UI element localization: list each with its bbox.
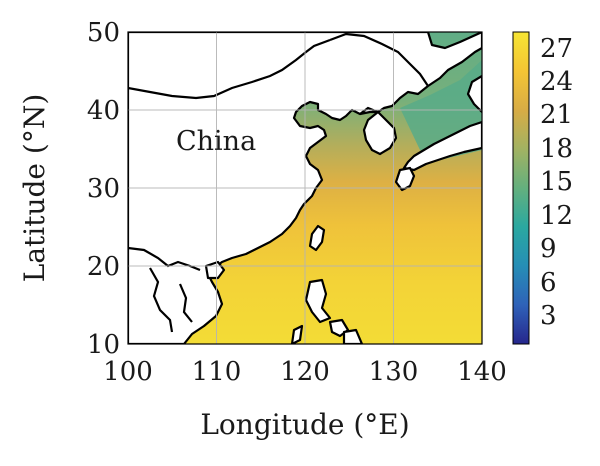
y-tick-20: 20 bbox=[87, 252, 120, 282]
x-tick-130: 130 bbox=[369, 357, 419, 387]
colorbar-tick-21: 21 bbox=[540, 100, 573, 130]
x-tick-110: 110 bbox=[192, 357, 242, 387]
x-axis-ticks: 100 110 120 130 140 bbox=[103, 357, 507, 387]
southeast-asia-border-2 bbox=[149, 267, 174, 333]
luzon-landmass bbox=[304, 278, 332, 324]
y-tick-30: 30 bbox=[87, 174, 120, 204]
colorbar-ticks: 3 6 9 12 15 18 21 24 27 bbox=[540, 34, 573, 331]
x-axis-label: Longitude (°E) bbox=[200, 408, 409, 441]
colorbar-tick-15: 15 bbox=[540, 167, 573, 197]
colorbar bbox=[512, 31, 530, 345]
map-plot-area bbox=[128, 32, 482, 344]
colorbar-tick-12: 12 bbox=[540, 201, 573, 231]
x-tick-120: 120 bbox=[280, 357, 330, 387]
colorbar-tick-24: 24 bbox=[540, 67, 573, 97]
map-frame bbox=[127, 31, 483, 345]
colorbar-tick-18: 18 bbox=[540, 134, 573, 164]
colorbar-tick-3: 3 bbox=[540, 301, 557, 331]
taiwan-landmass bbox=[308, 224, 326, 252]
border-lines bbox=[128, 32, 429, 333]
colorbar-tick-27: 27 bbox=[540, 34, 573, 64]
palawan-landmass bbox=[290, 324, 304, 344]
y-tick-40: 40 bbox=[87, 96, 120, 126]
colorbar-tick-9: 9 bbox=[540, 234, 557, 264]
y-tick-10: 10 bbox=[87, 330, 120, 360]
y-axis-ticks: 10 20 30 40 50 bbox=[87, 18, 120, 360]
japan-honshu-landmass bbox=[402, 120, 482, 172]
northeast-border bbox=[329, 32, 429, 87]
x-tick-100: 100 bbox=[103, 357, 153, 387]
china-label: China bbox=[176, 126, 256, 157]
x-tick-140: 140 bbox=[457, 357, 507, 387]
korean-peninsula-landmass bbox=[362, 110, 398, 156]
southeast-asia-border-3 bbox=[178, 283, 193, 323]
map-gridlines bbox=[128, 32, 482, 344]
japan-hokkaido-landmass bbox=[466, 74, 482, 114]
y-tick-50: 50 bbox=[87, 18, 120, 48]
mongolia-border bbox=[128, 38, 331, 100]
japan-kyushu-landmass bbox=[394, 166, 416, 192]
mindanao-landmass bbox=[342, 328, 364, 344]
korea-north-border bbox=[359, 106, 379, 115]
colorbar-tick-6: 6 bbox=[540, 268, 557, 298]
y-axis-label: Latitude (°N) bbox=[18, 94, 51, 283]
